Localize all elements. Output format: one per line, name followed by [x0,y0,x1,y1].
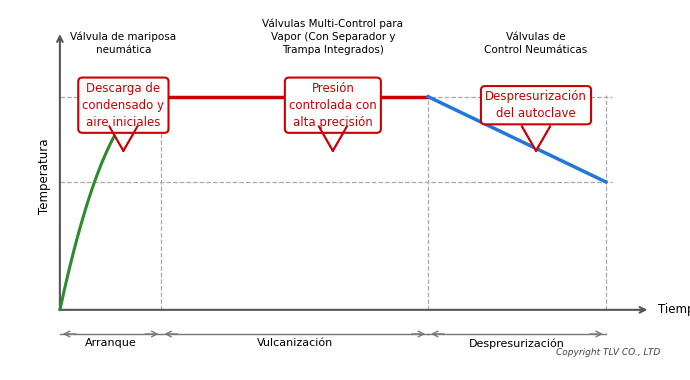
Text: Despresurización
del autoclave: Despresurización del autoclave [485,90,587,120]
Text: Presión
controlada con
alta precisión: Presión controlada con alta precisión [289,82,377,129]
Text: Temperatura: Temperatura [37,138,50,214]
Text: Descarga de
condensado y
aire iniciales: Descarga de condensado y aire iniciales [82,82,164,129]
Text: Despresurización: Despresurización [469,338,565,349]
Text: Copyright TLV CO., LTD: Copyright TLV CO., LTD [555,348,660,357]
Text: Válvulas Multi-Control para
Vapor (Con Separador y
Trampa Integrados): Válvulas Multi-Control para Vapor (Con S… [262,19,404,55]
Text: Válvula de mariposa
neumática: Válvula de mariposa neumática [70,32,177,55]
Text: Válvulas de
Control Neumáticas: Válvulas de Control Neumáticas [484,32,588,55]
Text: Tiempo: Tiempo [658,303,690,316]
Text: Vulcanización: Vulcanización [257,338,333,348]
Polygon shape [522,127,550,151]
Polygon shape [319,127,347,151]
Text: Arranque: Arranque [85,338,137,348]
Polygon shape [110,127,137,151]
